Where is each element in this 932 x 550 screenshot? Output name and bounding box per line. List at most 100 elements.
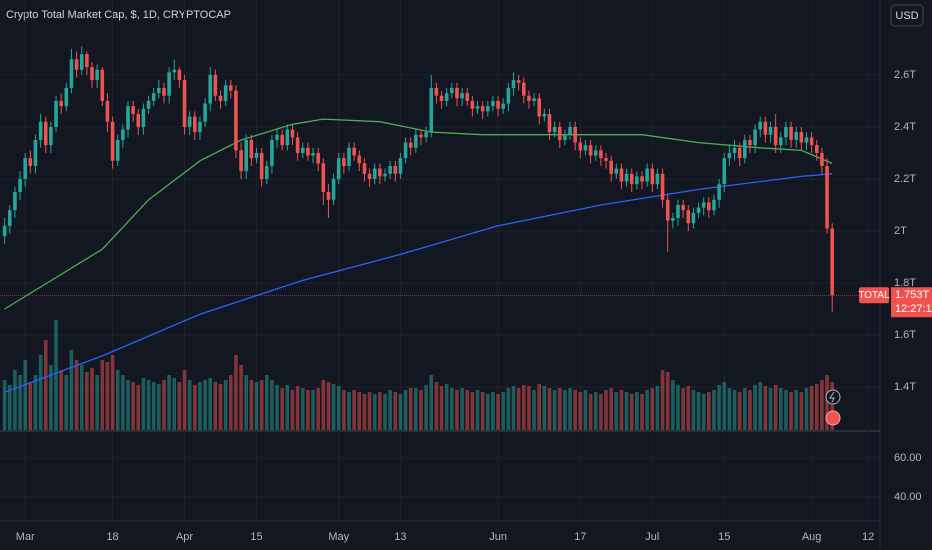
volume-bar: [439, 386, 444, 430]
alert-icon[interactable]: [825, 389, 841, 405]
volume-bar: [768, 388, 773, 430]
candle-body: [496, 100, 500, 109]
volume-bar: [557, 388, 562, 430]
candle-body: [794, 132, 799, 140]
volume-bar: [223, 380, 228, 430]
currency-button[interactable]: [890, 4, 924, 27]
volume-bar: [331, 384, 336, 430]
candle-body: [609, 160, 613, 174]
volume-bar: [146, 380, 151, 430]
volume-bar: [414, 388, 418, 430]
candle-body: [316, 152, 320, 164]
x-tick-label: Jun: [489, 531, 507, 543]
volume-bar: [198, 382, 202, 430]
candle-body: [696, 207, 701, 213]
candle-body: [743, 139, 747, 159]
volume-bar: [311, 390, 315, 430]
candle-body: [13, 191, 17, 211]
candle-body: [573, 126, 577, 143]
volume-bar: [162, 380, 166, 430]
candle-body: [408, 142, 413, 148]
candle-body: [557, 126, 562, 140]
event-icon[interactable]: [825, 410, 841, 426]
candle-body: [455, 87, 459, 99]
volume-bar: [54, 320, 58, 430]
volume-bar: [707, 392, 711, 430]
volume-bar: [254, 382, 259, 430]
x-tick-label: Mar: [16, 531, 35, 543]
volume-bar: [300, 388, 305, 430]
y-tick-label: 2.4T: [894, 121, 916, 133]
volume-bar: [126, 380, 130, 430]
x-tick-label: 15: [250, 531, 262, 543]
candle-body: [193, 116, 197, 133]
volume-bar: [676, 385, 680, 430]
x-tick-label: May: [328, 531, 349, 543]
volume-bar: [95, 375, 99, 430]
symbol-label: TOTAL: [858, 290, 890, 301]
volume-bar: [604, 390, 608, 430]
volume-bar: [794, 390, 799, 430]
volume-bar: [295, 386, 300, 430]
candle-body: [542, 113, 547, 117]
candle-body: [244, 139, 249, 172]
candle-body: [465, 93, 470, 101]
volume-bar: [696, 392, 701, 430]
volume-bar: [136, 385, 141, 430]
volume-bar: [121, 375, 125, 430]
candle-body: [388, 165, 392, 174]
candle-body: [177, 69, 182, 81]
volume-bar: [681, 388, 685, 430]
candle-body: [69, 59, 74, 88]
candle-body: [629, 173, 634, 185]
chart-title: Crypto Total Market Cap, $, 1D, CRYPTOCA…: [6, 9, 231, 21]
volume-bar: [830, 382, 834, 430]
volume-bar: [131, 382, 135, 430]
volume-bar: [521, 385, 526, 430]
candle-body: [511, 80, 516, 88]
volume-bar: [486, 394, 490, 430]
volume-bar: [753, 385, 757, 430]
symbol-tag: [859, 287, 889, 304]
candle-body: [336, 158, 341, 179]
volume-bar: [393, 392, 398, 430]
candle-body: [331, 178, 336, 200]
candle-body: [444, 93, 449, 101]
volume-bar: [547, 388, 552, 430]
candle-body: [28, 158, 33, 166]
volume-bar: [593, 392, 598, 430]
candle-body: [254, 152, 259, 159]
candle-body: [162, 87, 166, 96]
volume-bar: [542, 386, 547, 430]
candle-body: [707, 202, 711, 211]
volume-bar: [59, 370, 63, 430]
currency-label[interactable]: USD: [895, 10, 918, 22]
candle-body: [208, 74, 213, 104]
candle-body: [619, 168, 624, 182]
volume-bar: [326, 382, 331, 430]
volume-bar: [182, 370, 187, 430]
candle-body: [537, 98, 542, 117]
volume-bar: [28, 382, 33, 430]
candle-body: [773, 126, 778, 146]
volume-bar: [49, 365, 53, 430]
price-label: 1.753T: [895, 289, 930, 301]
candle-body: [480, 106, 485, 112]
volume-bar: [645, 390, 649, 430]
candle-body: [223, 85, 228, 101]
candle-body: [717, 184, 721, 200]
candle-body: [259, 152, 264, 179]
volume-bar: [18, 375, 22, 430]
y-tick-label: 40.00: [894, 491, 922, 503]
volume-bar: [455, 390, 459, 430]
candle-body: [285, 129, 290, 146]
volume-bar: [737, 392, 742, 430]
y-tick-label: 60.00: [894, 452, 922, 464]
candle-body: [799, 132, 804, 143]
volume-bar: [69, 350, 74, 430]
candle-body: [470, 100, 475, 109]
candle-body: [450, 87, 454, 94]
candle-body: [18, 178, 22, 192]
candle-body: [712, 199, 716, 211]
